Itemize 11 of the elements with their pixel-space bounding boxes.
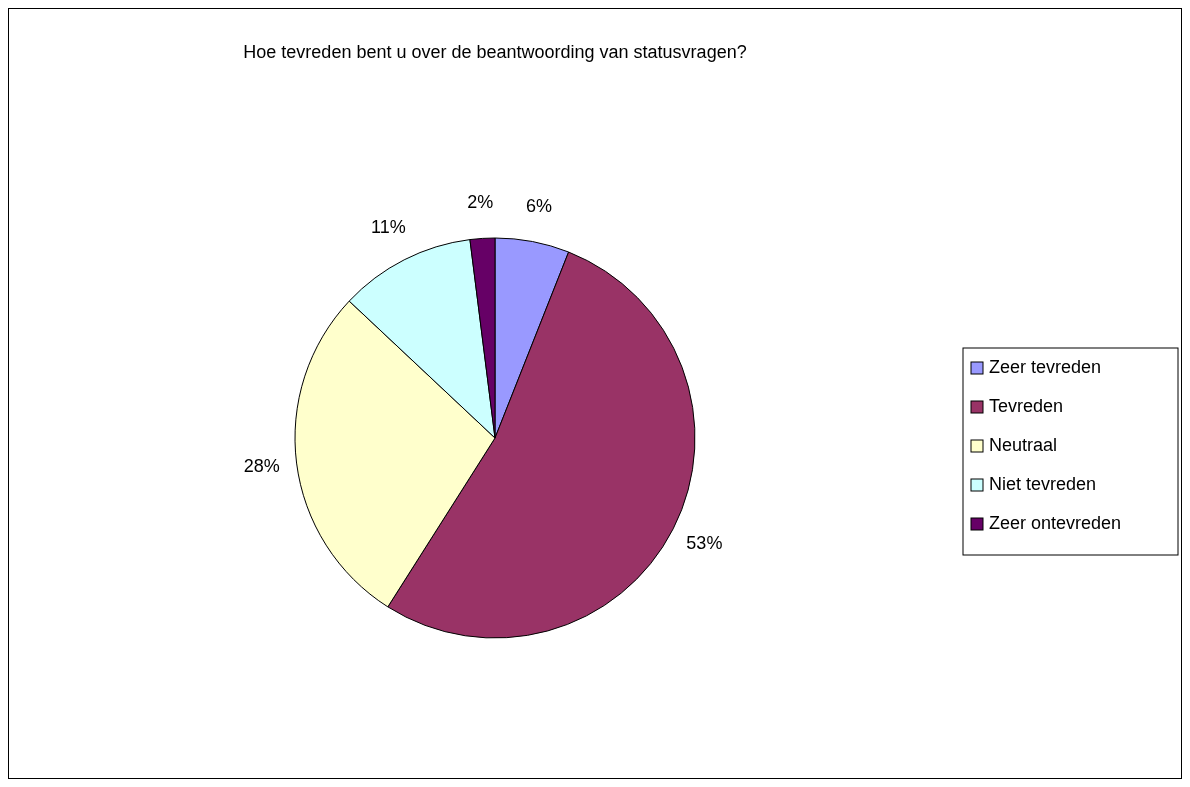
chart-title: Hoe tevreden bent u over de beantwoording van statusvragen? (243, 42, 747, 62)
data-label: 6% (526, 195, 553, 216)
data-label: 53% (686, 533, 723, 554)
legend-label: Neutraal (989, 434, 1058, 455)
legend-label: Tevreden (989, 395, 1064, 416)
data-label: 2% (467, 192, 494, 213)
data-label: 28% (243, 456, 280, 477)
data-label: 11% (370, 217, 406, 238)
legend-label: Niet tevreden (989, 473, 1097, 494)
legend-label: Zeer ontevreden (989, 512, 1122, 533)
legend-label: Zeer tevreden (989, 356, 1102, 377)
